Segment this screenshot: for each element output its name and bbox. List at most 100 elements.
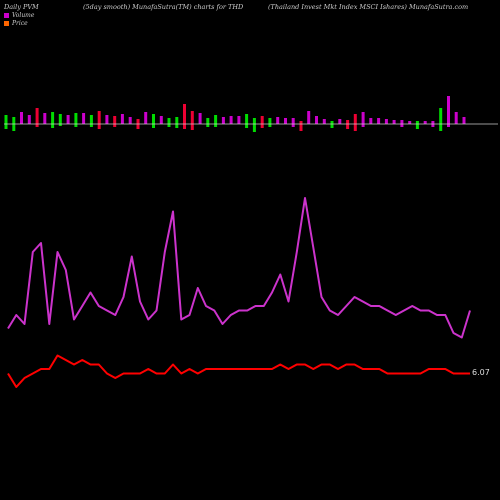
- chart-header-left: Daily PVM: [4, 3, 39, 11]
- volume-bar: [353, 114, 357, 124]
- volume-bar: [74, 113, 78, 124]
- volume-bar: [221, 117, 225, 124]
- volume-bar: [43, 113, 47, 124]
- volume-bar-down: [415, 124, 419, 129]
- volume-bar-down: [291, 124, 295, 127]
- volume-line: [7, 197, 471, 339]
- volume-bar: [27, 115, 31, 124]
- volume-bar-down: [214, 124, 218, 127]
- volume-bar: [128, 117, 132, 124]
- volume-bar-down: [353, 124, 357, 131]
- volume-bar-down: [330, 124, 334, 128]
- volume-bar: [66, 115, 70, 124]
- volume-bar: [4, 115, 8, 124]
- price-line: [7, 354, 470, 388]
- volume-bar: [447, 96, 450, 124]
- volume-bar-down: [346, 124, 350, 129]
- volume-bar: [20, 112, 23, 124]
- volume-bar: [384, 119, 388, 124]
- volume-bar-down: [252, 124, 256, 132]
- volume-bar-down: [58, 124, 62, 126]
- volume-bar: [113, 116, 117, 124]
- volume-bar: [462, 117, 466, 124]
- volume-bar: [260, 116, 264, 124]
- volume-bar-down: [447, 124, 450, 127]
- volume-bar: [276, 117, 280, 124]
- volume-bar: [291, 118, 295, 124]
- volume-bar: [190, 111, 194, 124]
- volume-bar: [252, 118, 256, 124]
- volume-bar: [12, 117, 16, 124]
- volume-bar-down: [74, 124, 78, 127]
- volume-bar-down: [136, 124, 140, 129]
- volume-bar: [237, 116, 241, 124]
- chart-header-title: (5day smooth) MunafaSutra(TM) charts for…: [83, 3, 244, 11]
- volume-bar: [392, 120, 396, 124]
- volume-bar: [408, 121, 412, 124]
- volume-bar: [159, 116, 163, 124]
- legend-price-label: Price: [12, 20, 28, 27]
- volume-bars: [4, 96, 466, 132]
- volume-bar: [97, 111, 101, 124]
- volume-bar: [361, 112, 365, 124]
- volume-bar: [51, 112, 55, 124]
- volume-bar-down: [260, 124, 264, 128]
- volume-bar-down: [400, 124, 404, 127]
- volume-bar: [105, 115, 109, 124]
- volume-bar: [144, 112, 148, 124]
- volume-bar: [229, 116, 233, 124]
- volume-bar: [369, 118, 373, 124]
- volume-bar-down: [431, 124, 435, 127]
- price-volume-lines: [7, 197, 471, 388]
- volume-bar-down: [183, 124, 186, 129]
- volume-bar-down: [12, 124, 16, 131]
- legend-price-swatch: [4, 21, 9, 26]
- volume-bar: [284, 118, 287, 124]
- volume-bar: [152, 114, 155, 124]
- volume-bar: [346, 120, 350, 124]
- volume-bar-down: [206, 124, 210, 127]
- volume-bar: [439, 108, 443, 124]
- volume-bar: [299, 121, 303, 124]
- legend-volume-label: Volume: [12, 12, 35, 19]
- volume-bar-down: [113, 124, 117, 127]
- volume-bar: [377, 118, 381, 124]
- volume-bar: [136, 119, 140, 124]
- volume-bar: [183, 104, 186, 124]
- volume-bar: [431, 121, 435, 124]
- volume-bar: [214, 115, 218, 124]
- volume-bar: [338, 119, 342, 124]
- volume-bar: [400, 120, 404, 124]
- volume-bar: [423, 121, 427, 124]
- volume-bar-down: [268, 124, 272, 127]
- volume-bar: [58, 114, 62, 124]
- volume-bar: [307, 111, 311, 124]
- volume-bar-down: [361, 124, 365, 127]
- volume-bar: [245, 114, 249, 124]
- volume-bar-down: [167, 124, 171, 127]
- volume-bar: [330, 121, 334, 124]
- volume-bar-down: [4, 124, 8, 129]
- volume-bar: [454, 112, 458, 124]
- volume-bar-down: [175, 124, 179, 128]
- legend-volume-swatch: [4, 13, 9, 18]
- volume-bar: [268, 118, 272, 124]
- volume-bar: [120, 114, 124, 124]
- volume-bar-down: [245, 124, 249, 128]
- volume-bar-down: [97, 124, 101, 129]
- volume-bar-down: [299, 124, 303, 131]
- legend-price: Price: [4, 20, 28, 27]
- volume-bar-down: [35, 124, 39, 127]
- volume-bar-down: [190, 124, 194, 130]
- volume-bar: [35, 108, 39, 124]
- volume-bar-down: [51, 124, 55, 128]
- legend-volume: Volume: [4, 12, 34, 19]
- volume-bar: [82, 113, 86, 124]
- volume-bar: [175, 117, 179, 124]
- volume-bar: [415, 121, 419, 124]
- volume-bar-down: [89, 124, 93, 127]
- last-price-label: 6.07: [472, 368, 490, 377]
- volume-bar-down: [152, 124, 155, 128]
- volume-bar: [206, 118, 210, 124]
